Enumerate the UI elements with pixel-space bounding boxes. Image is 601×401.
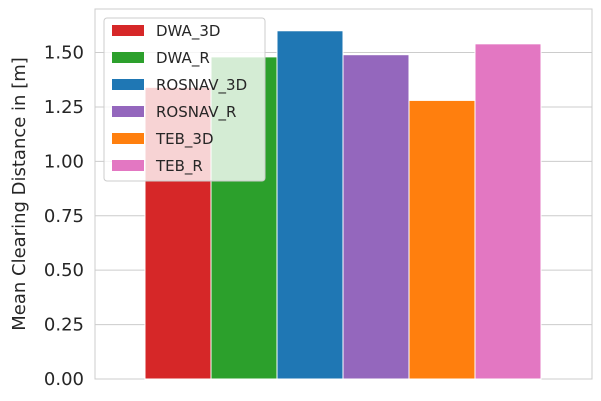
y-tick-label: 0.25 bbox=[44, 315, 84, 336]
bar-teb-r bbox=[474, 43, 542, 380]
legend: DWA_3D DWA_R ROSNAV_3D ROSNAV_R TEB_3D TEB_R bbox=[103, 17, 266, 182]
legend-label: TEB_3D bbox=[155, 130, 214, 149]
y-tick-label: 0.50 bbox=[44, 260, 84, 281]
legend-label: TEB_R bbox=[155, 157, 203, 176]
bar-teb-3d bbox=[408, 99, 476, 380]
bar-rosnav-r bbox=[342, 54, 410, 380]
legend-swatch bbox=[112, 106, 144, 117]
y-tick-label: 1.25 bbox=[44, 97, 84, 118]
bar-rosnav-3d bbox=[276, 30, 344, 380]
y-tick-label: 1.50 bbox=[44, 43, 84, 64]
legend-label: ROSNAV_3D bbox=[156, 76, 247, 95]
y-tick-label: 0.00 bbox=[44, 369, 84, 390]
legend-label: ROSNAV_R bbox=[156, 103, 236, 122]
legend-box bbox=[103, 17, 266, 182]
legend-swatch bbox=[112, 25, 144, 36]
y-tick-labels: 0.00 0.25 0.50 0.75 1.00 1.25 1.50 bbox=[44, 43, 84, 390]
y-axis-title: Mean Clearing Distance in [m] bbox=[9, 57, 30, 331]
legend-label: DWA_R bbox=[156, 49, 210, 68]
legend-swatch bbox=[112, 79, 144, 90]
legend-swatch bbox=[112, 52, 144, 63]
legend-swatch bbox=[112, 160, 144, 171]
y-tick-label: 0.75 bbox=[44, 206, 84, 227]
legend-swatch bbox=[112, 133, 144, 144]
y-tick-label: 1.00 bbox=[44, 151, 84, 172]
legend-label: DWA_3D bbox=[156, 22, 220, 41]
